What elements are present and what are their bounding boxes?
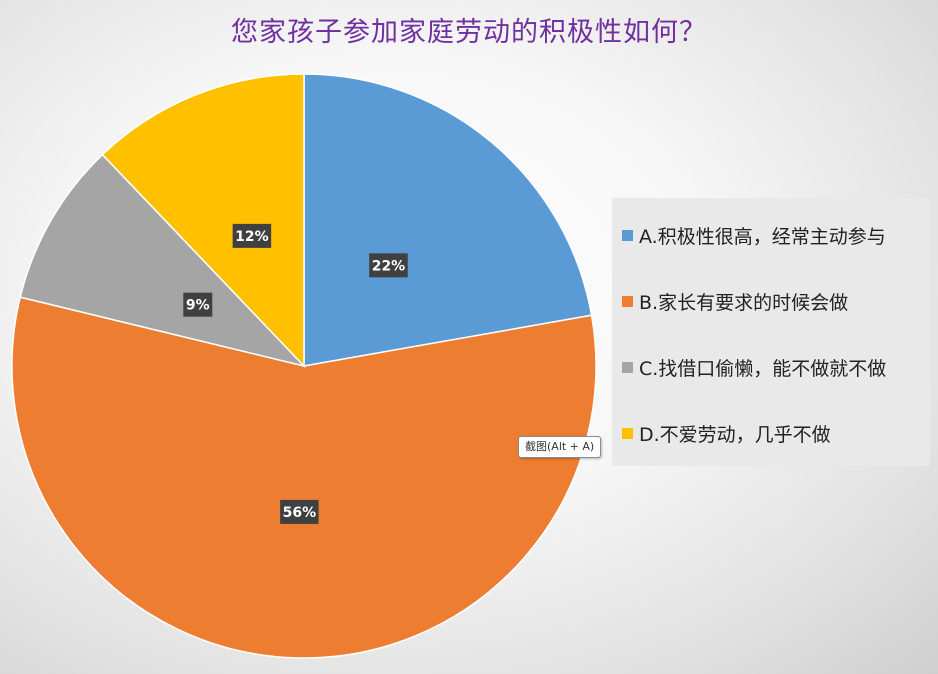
legend-swatch-a [622,229,633,241]
data-label-box-c [183,292,213,317]
pie-data-labels: 22% 56% 9% 12% [183,223,408,524]
data-label-box-d [232,223,272,248]
legend-label-c: C.找借口偷懒，能不做就不做 [639,357,887,380]
chart-title: 您家孩子参加家庭劳动的积极性如何？ [231,17,707,48]
data-label-text-b: 56% [283,505,317,521]
legend-label-b: B.家长有要求的时候会做 [639,291,849,314]
pie-slice-c [19,153,307,368]
data-label-c: 9% [183,292,213,317]
legend-label-a: A.积极性很高，经常主动参与 [639,225,886,248]
data-label-text-d: 12% [235,229,269,245]
pie-slice-b [11,296,597,659]
data-label-b: 56% [280,499,319,524]
legend-label-d: D.不爱劳动，几乎不做 [639,423,831,446]
data-label-text-a: 22% [372,258,406,274]
data-label-box-b [280,499,319,524]
pie-slice-d [101,73,305,368]
legend-swatch-d [622,427,633,439]
legend-item-d: D.不爱劳动，几乎不做 [622,416,930,450]
legend-item-b: B.家长有要求的时候会做 [622,284,930,318]
data-label-text-c: 9% [186,298,210,314]
data-label-box-a [369,253,408,278]
pie-slice-a [303,73,593,367]
data-label-a: 22% [369,253,408,278]
pie-slices [11,73,597,659]
legend-swatch-b [622,295,633,307]
legend: A.积极性很高，经常主动参与 B.家长有要求的时候会做 C.找借口偷懒，能不做就… [612,198,930,466]
legend-item-c: C.找借口偷懒，能不做就不做 [622,350,930,384]
screenshot-tooltip: 截图(Alt + A) [518,436,602,458]
data-label-d: 12% [232,223,272,248]
legend-swatch-c [622,361,633,373]
legend-item-a: A.积极性很高，经常主动参与 [622,218,930,252]
